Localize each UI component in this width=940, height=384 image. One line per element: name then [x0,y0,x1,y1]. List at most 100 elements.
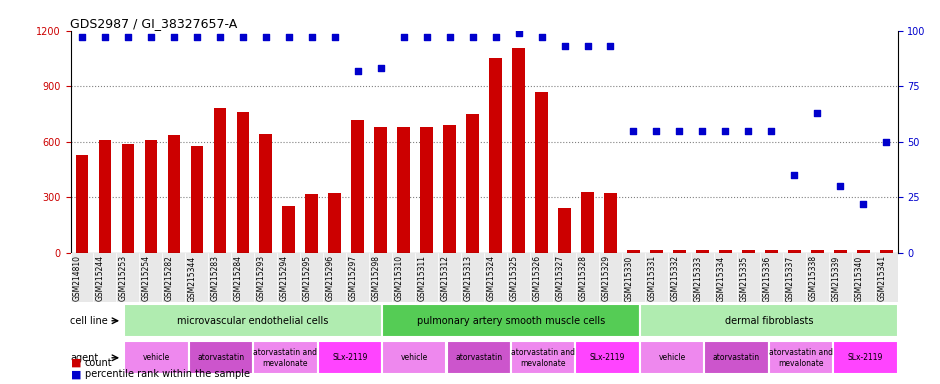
Bar [328,193,341,253]
Text: ■: ■ [70,358,81,368]
Text: GSM215332: GSM215332 [670,255,680,301]
Text: GSM215333: GSM215333 [694,255,702,301]
Point [534,34,549,40]
Text: atorvastatin and
mevalonate: atorvastatin and mevalonate [769,348,833,367]
Bar [558,209,571,253]
Bar [306,194,318,253]
Bar [765,250,777,253]
Text: atorvastatin and
mevalonate: atorvastatin and mevalonate [511,348,575,367]
Point [98,34,113,40]
Bar [511,341,575,374]
Bar [446,341,511,374]
Point [833,183,848,189]
Point [511,30,526,36]
Text: vehicle: vehicle [400,353,428,362]
Text: GSM215328: GSM215328 [578,255,588,301]
Bar [719,250,731,253]
Bar [833,341,898,374]
Bar [124,341,189,374]
Text: GSM215339: GSM215339 [831,255,840,301]
Point [695,127,710,134]
Point [351,68,366,74]
Text: cell line: cell line [70,316,108,326]
Point [465,34,480,40]
Bar [535,92,548,253]
Text: GSM215324: GSM215324 [487,255,495,301]
Point [809,110,824,116]
Point [396,34,411,40]
Point [258,34,274,40]
Point [442,34,457,40]
Text: GSM215329: GSM215329 [602,255,610,301]
Bar [857,250,870,253]
Point [144,34,159,40]
Text: GSM215294: GSM215294 [280,255,289,301]
Bar [121,144,134,253]
Text: GSM215327: GSM215327 [556,255,565,301]
Bar [769,341,833,374]
Point [649,127,664,134]
Point [672,127,687,134]
Text: GSM215283: GSM215283 [211,255,220,301]
Bar [489,58,502,253]
Bar [788,250,801,253]
Bar [575,341,640,374]
Text: pulmonary artery smooth muscle cells: pulmonary artery smooth muscle cells [416,316,605,326]
Bar [259,134,272,253]
Text: GSM215297: GSM215297 [349,255,358,301]
Text: GSM215344: GSM215344 [188,255,196,301]
Bar [253,341,318,374]
Text: GSM215326: GSM215326 [533,255,541,301]
Text: vehicle: vehicle [143,353,170,362]
Bar [124,304,382,338]
Text: GSM215331: GSM215331 [648,255,656,301]
Text: GSM215337: GSM215337 [785,255,794,301]
Point [764,127,779,134]
Text: GSM215282: GSM215282 [164,255,174,301]
Text: atorvastatin: atorvastatin [197,353,244,362]
Point [74,34,89,40]
Bar [811,250,823,253]
Point [166,34,181,40]
Text: GDS2987 / GI_38327657-A: GDS2987 / GI_38327657-A [70,17,238,30]
Point [557,43,572,50]
Text: GSM215336: GSM215336 [762,255,772,301]
Point [120,34,135,40]
Bar [650,250,663,253]
Bar [282,206,295,253]
Text: GSM215284: GSM215284 [234,255,243,301]
Text: GSM214810: GSM214810 [73,255,82,301]
Text: atorvastatin: atorvastatin [455,353,502,362]
Bar [627,250,640,253]
Bar [604,193,617,253]
Bar [352,120,364,253]
Point [419,34,434,40]
Bar [673,250,685,253]
Bar [466,114,478,253]
Point [281,34,296,40]
Text: count: count [85,358,112,368]
Point [580,43,595,50]
Bar [213,108,227,253]
Text: dermal fibroblasts: dermal fibroblasts [725,316,813,326]
Point [327,34,342,40]
Text: atorvastatin and
mevalonate: atorvastatin and mevalonate [254,348,318,367]
Bar [704,341,769,374]
Point [373,65,388,71]
Text: GSM215295: GSM215295 [303,255,312,301]
Bar [237,112,249,253]
Text: SLx-2119: SLx-2119 [332,353,368,362]
Point [189,34,204,40]
Bar [581,192,594,253]
Text: vehicle: vehicle [659,353,685,362]
Bar [374,127,387,253]
Bar [880,250,892,253]
Text: microvascular endothelial cells: microvascular endothelial cells [178,316,329,326]
Text: GSM215311: GSM215311 [417,255,427,301]
Text: SLx-2119: SLx-2119 [848,353,884,362]
Bar [640,341,704,374]
Bar [444,125,456,253]
Bar [834,250,847,253]
Bar [167,135,180,253]
Point [787,172,802,178]
